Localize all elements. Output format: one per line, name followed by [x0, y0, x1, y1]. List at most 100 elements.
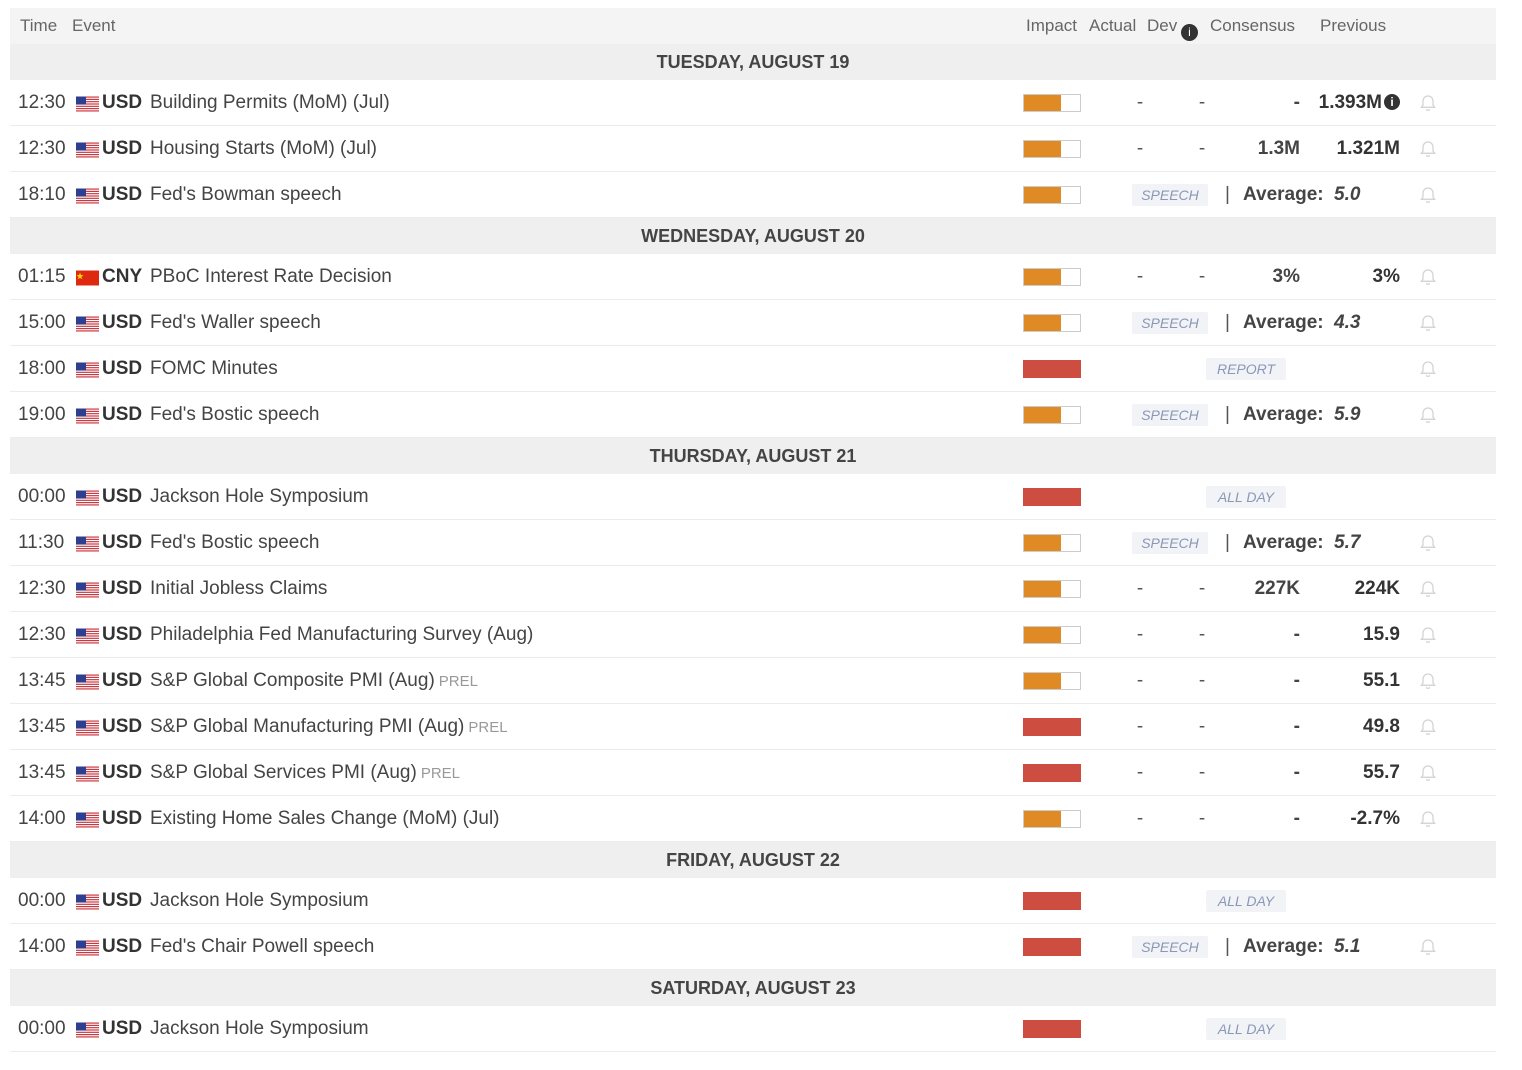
- separator: |: [1225, 403, 1230, 425]
- event-name-text[interactable]: Fed's Chair Powell speech: [150, 935, 375, 957]
- event-name-text[interactable]: S&P Global Manufacturing PMI (Aug): [150, 715, 465, 737]
- event-row[interactable]: 00:00 USD Jackson Hole Symposium ALL DAY: [10, 878, 1496, 924]
- event-time: 12:30: [18, 91, 66, 113]
- bell-icon[interactable]: [1418, 185, 1438, 205]
- event-row[interactable]: 01:15 CNY PBoC Interest Rate Decision - - 3% 3…: [10, 254, 1496, 300]
- impact-bar: [1023, 717, 1081, 736]
- event-row[interactable]: 12:30 USD Building Permits (MoM) (Jul) - - -1…: [10, 80, 1496, 126]
- event-row[interactable]: 12:30 USD Philadelphia Fed Manufacturing S…: [10, 612, 1496, 658]
- event-name-text[interactable]: Initial Jobless Claims: [150, 577, 328, 599]
- event-row[interactable]: 00:00 USD Jackson Hole Symposium ALL DAY: [10, 474, 1496, 520]
- col-event[interactable]: Event: [72, 16, 116, 35]
- bell-icon[interactable]: [1418, 625, 1438, 645]
- bell-icon[interactable]: [1418, 579, 1438, 599]
- event-row[interactable]: 12:30 USD Initial Jobless Claims - - 227K 224K: [10, 566, 1496, 612]
- event-name[interactable]: Fed's Bostic speech: [150, 404, 319, 426]
- event-name-text[interactable]: Fed's Bostic speech: [150, 531, 320, 553]
- bell-icon[interactable]: [1418, 359, 1438, 379]
- us-flag: [76, 811, 99, 827]
- event-name[interactable]: Housing Starts (MoM) (Jul): [150, 138, 377, 160]
- event-row[interactable]: 13:45 USD S&P Global Manufacturing PMI (Au…: [10, 704, 1496, 750]
- event-name[interactable]: S&P Global Manufacturing PMI (Aug) PREL: [150, 716, 508, 738]
- impact-fill: [1024, 534, 1061, 551]
- event-name-text[interactable]: Jackson Hole Symposium: [150, 485, 369, 507]
- event-row[interactable]: 18:10 USD Fed's Bowman speech SPEECH | Averag…: [10, 172, 1496, 218]
- bell-icon[interactable]: [1418, 139, 1438, 159]
- bell-icon[interactable]: [1418, 267, 1438, 287]
- event-name-text[interactable]: S&P Global Composite PMI (Aug): [150, 669, 435, 691]
- previous-value: 1.393M i: [1319, 92, 1400, 114]
- us-flag: [76, 187, 99, 203]
- col-consensus[interactable]: Consensus: [1210, 16, 1296, 35]
- event-name[interactable]: Jackson Hole Symposium: [150, 486, 369, 508]
- bell-icon[interactable]: [1418, 405, 1438, 425]
- event-row[interactable]: 12:30 USD Housing Starts (MoM) (Jul) - - 1.3M…: [10, 126, 1496, 172]
- impact-bar: [1023, 763, 1081, 782]
- bell-icon[interactable]: [1418, 93, 1438, 113]
- event-name[interactable]: FOMC Minutes: [150, 358, 278, 380]
- event-name[interactable]: Fed's Bostic speech: [150, 532, 319, 554]
- us-flag: [76, 765, 99, 781]
- event-name-text[interactable]: Jackson Hole Symposium: [150, 889, 369, 911]
- event-name[interactable]: PBoC Interest Rate Decision: [150, 266, 392, 288]
- dev-value: -: [1198, 715, 1206, 737]
- event-row[interactable]: 15:00 USD Fed's Waller speech SPEECH | Averag…: [10, 300, 1496, 346]
- event-row[interactable]: 14:00 USD Existing Home Sales Change (MoM)…: [10, 796, 1496, 842]
- event-time: 13:45: [18, 669, 66, 691]
- event-name[interactable]: Philadelphia Fed Manufacturing Survey (A…: [150, 624, 533, 646]
- previous-value: 15.9: [1363, 624, 1400, 646]
- separator: |: [1225, 183, 1230, 205]
- event-name-text[interactable]: PBoC Interest Rate Decision: [150, 265, 392, 287]
- bell-icon[interactable]: [1418, 313, 1438, 333]
- event-name-text[interactable]: Fed's Waller speech: [150, 311, 321, 333]
- bell-icon[interactable]: [1418, 533, 1438, 553]
- event-name[interactable]: S&P Global Services PMI (Aug) PREL: [150, 762, 460, 784]
- event-name[interactable]: Jackson Hole Symposium: [150, 1018, 369, 1040]
- actual-value: -: [1136, 807, 1144, 829]
- bell-icon[interactable]: [1418, 809, 1438, 829]
- info-icon[interactable]: i: [1384, 94, 1400, 111]
- bell-icon[interactable]: [1418, 937, 1438, 957]
- event-name-text[interactable]: Philadelphia Fed Manufacturing Survey (A…: [150, 623, 534, 645]
- event-row[interactable]: 13:45 USD S&P Global Services PMI (Aug) PRE…: [10, 750, 1496, 796]
- event-name-text[interactable]: S&P Global Services PMI (Aug): [150, 761, 417, 783]
- event-name[interactable]: Jackson Hole Symposium: [150, 890, 369, 912]
- event-name[interactable]: Existing Home Sales Change (MoM) (Jul): [150, 808, 500, 830]
- event-name-text[interactable]: Fed's Bowman speech: [150, 183, 342, 205]
- event-name-text[interactable]: FOMC Minutes: [150, 357, 278, 379]
- bell-icon[interactable]: [1418, 671, 1438, 691]
- bell-icon[interactable]: [1418, 717, 1438, 737]
- dev-value: -: [1198, 807, 1206, 829]
- event-name[interactable]: S&P Global Composite PMI (Aug) PREL: [150, 670, 478, 692]
- event-name[interactable]: Fed's Chair Powell speech: [150, 936, 374, 958]
- col-time[interactable]: Time: [20, 16, 58, 35]
- col-previous[interactable]: Previous: [1320, 16, 1387, 35]
- event-name-text[interactable]: Building Permits (MoM) (Jul): [150, 91, 390, 113]
- event-name[interactable]: Initial Jobless Claims: [150, 578, 327, 600]
- event-row[interactable]: 11:30 USD Fed's Bostic speech SPEECH | Averag…: [10, 520, 1496, 566]
- event-name[interactable]: Building Permits (MoM) (Jul): [150, 92, 390, 114]
- consensus-value: -: [1293, 761, 1300, 783]
- cn-flag: [76, 269, 99, 285]
- event-row[interactable]: 18:00 USD FOMC Minutes REPORT: [10, 346, 1496, 392]
- day-header: TUESDAY, AUGUST 19: [10, 44, 1496, 80]
- event-row[interactable]: 19:00 USD Fed's Bostic speech SPEECH | Averag…: [10, 392, 1496, 438]
- event-row[interactable]: 13:45 USD S&P Global Composite PMI (Aug) PR…: [10, 658, 1496, 704]
- event-name[interactable]: Fed's Waller speech: [150, 312, 321, 334]
- currency-code: USD: [102, 137, 143, 159]
- col-dev[interactable]: Dev: [1147, 16, 1178, 35]
- day-label: FRIDAY, AUGUST 22: [666, 850, 840, 870]
- previous-value: 49.8: [1363, 716, 1400, 738]
- event-row[interactable]: 00:00 USD Jackson Hole Symposium ALL DAY: [10, 1006, 1496, 1052]
- col-actual[interactable]: Actual: [1089, 16, 1137, 35]
- event-name-text[interactable]: Housing Starts (MoM) (Jul): [150, 137, 377, 159]
- event-row[interactable]: 14:00 USD Fed's Chair Powell speech SPEECH |…: [10, 924, 1496, 970]
- bell-icon[interactable]: [1418, 763, 1438, 783]
- event-name[interactable]: Fed's Bowman speech: [150, 184, 342, 206]
- currency-code: USD: [102, 311, 143, 333]
- event-name-text[interactable]: Existing Home Sales Change (MoM) (Jul): [150, 807, 500, 829]
- col-impact[interactable]: Impact: [1026, 16, 1078, 35]
- day-header: THURSDAY, AUGUST 21: [10, 438, 1496, 474]
- event-name-text[interactable]: Fed's Bostic speech: [150, 403, 320, 425]
- event-name-text[interactable]: Jackson Hole Symposium: [150, 1017, 369, 1039]
